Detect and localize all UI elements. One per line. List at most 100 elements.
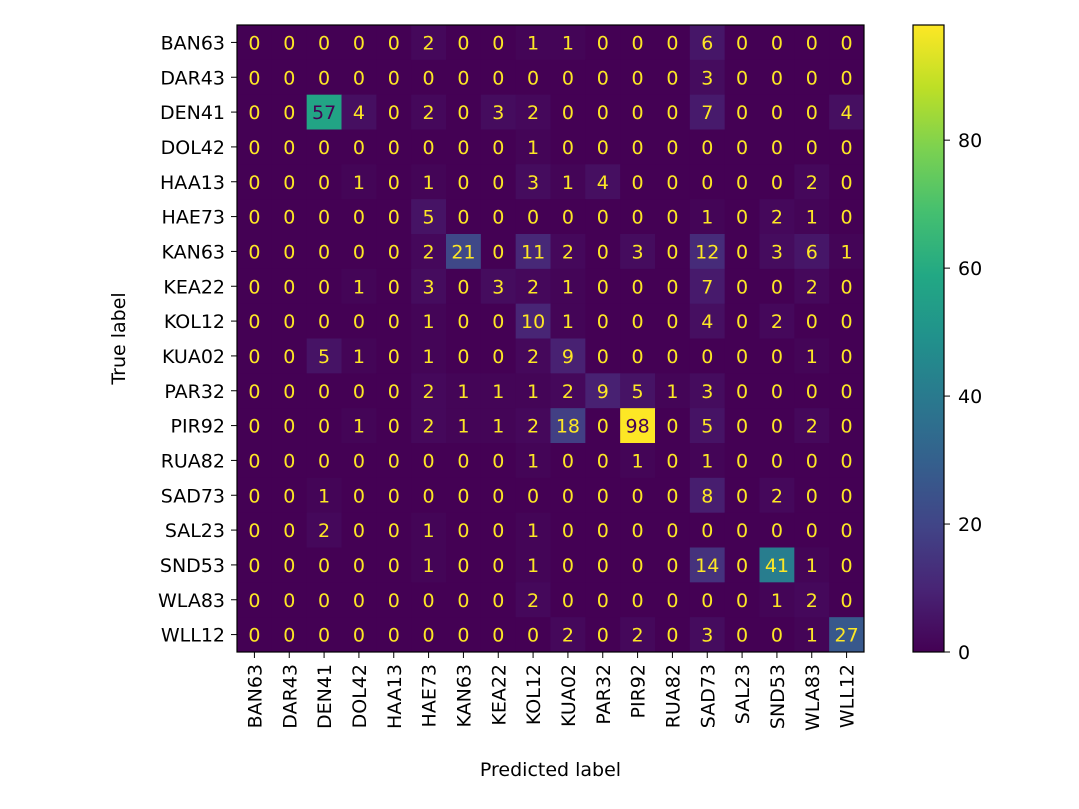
cell-value-label: 0: [492, 485, 504, 507]
cell-value-label: 0: [597, 346, 609, 368]
cell-value-label: 0: [562, 520, 574, 542]
heatmap-cell: [585, 617, 621, 653]
heatmap-cell: [237, 408, 273, 444]
heatmap-cell: [341, 373, 377, 409]
heatmap-cell: [759, 268, 795, 305]
cell-value-label: 0: [632, 102, 644, 124]
heatmap-cell: [655, 477, 691, 514]
heatmap-cell: [794, 443, 830, 479]
heatmap-cell: [411, 234, 447, 270]
heatmap-cell: [306, 338, 342, 374]
heatmap-cell: [794, 94, 830, 130]
heatmap-cell: [271, 94, 308, 130]
x-tick-label: PAR32: [593, 664, 615, 725]
cell-value-label: 98: [625, 416, 649, 438]
heatmap-cell: [515, 25, 551, 61]
heatmap-cell: [446, 617, 482, 653]
heatmap-cell: [271, 512, 308, 548]
heatmap-cell: [724, 59, 760, 96]
heatmap-cell: [585, 373, 621, 409]
cell-value-label: 0: [666, 102, 678, 124]
cell-value-label: 1: [701, 207, 713, 229]
cell-value-label: 10: [521, 311, 545, 333]
heatmap-cell: [271, 373, 308, 409]
cell-value-label: 8: [701, 485, 713, 507]
heatmap-cell: [759, 582, 795, 618]
cell-value-label: 0: [388, 450, 400, 472]
cell-value-label: 0: [492, 137, 504, 159]
cell-value-label: 0: [597, 625, 609, 647]
heatmap-cell: [689, 129, 726, 165]
heatmap-cell: [585, 164, 621, 200]
heatmap-cell: [480, 199, 517, 235]
cell-value-label: 0: [666, 276, 678, 298]
heatmap-cell: [655, 617, 691, 653]
x-tick-label: HAE73: [419, 664, 441, 727]
heatmap-cell: [689, 268, 726, 305]
cell-value-label: 0: [841, 311, 853, 333]
cell-value-label: 1: [527, 555, 539, 577]
cell-value-label: 0: [423, 137, 435, 159]
cell-value-label: 2: [562, 381, 574, 403]
cell-value-label: 0: [248, 346, 260, 368]
heatmap-cell: [306, 25, 342, 61]
cell-value-label: 1: [423, 311, 435, 333]
colorbar-tick-label: 80: [958, 130, 982, 152]
cell-value-label: 0: [388, 102, 400, 124]
heatmap-cell: [376, 582, 412, 618]
heatmap-cell: [271, 477, 308, 514]
heatmap-cell: [237, 582, 273, 618]
cell-value-label: 0: [492, 555, 504, 577]
cell-value-label: 0: [248, 416, 260, 438]
heatmap-cell: [829, 268, 865, 305]
heatmap-cell: [480, 443, 517, 479]
cell-value-label: 57: [312, 102, 336, 124]
cell-value-label: 0: [318, 207, 330, 229]
heatmap-cell: [759, 199, 795, 235]
heatmap-cell: [829, 408, 865, 444]
cell-value-label: 0: [388, 32, 400, 54]
heatmap-cell: [446, 582, 482, 618]
heatmap-cell: [515, 94, 551, 130]
heatmap-cell: [271, 164, 308, 200]
heatmap-cell: [550, 373, 586, 409]
heatmap-cell: [724, 617, 760, 653]
cell-value-label: 0: [283, 102, 295, 124]
cell-value-label: 0: [492, 207, 504, 229]
heatmap-cell: [480, 338, 517, 374]
heatmap-cell: [237, 59, 273, 96]
cell-value-label: 0: [562, 450, 574, 472]
cell-value-label: 0: [806, 137, 818, 159]
y-tick-label: DAR43: [160, 67, 225, 89]
cell-value-label: 1: [492, 416, 504, 438]
cell-value-label: 0: [771, 346, 783, 368]
heatmap-cell: [341, 617, 377, 653]
cell-value-label: 2: [527, 276, 539, 298]
cell-value-label: 0: [666, 485, 678, 507]
heatmap-cell: [376, 94, 412, 130]
cell-value-label: 0: [632, 311, 644, 333]
cell-value-label: 2: [806, 416, 818, 438]
heatmap-cell: [829, 303, 865, 339]
heatmap-cell: [585, 547, 621, 583]
cell-value-label: 0: [771, 520, 783, 542]
cell-value-label: 0: [736, 32, 748, 54]
cell-value-label: 0: [597, 450, 609, 472]
cell-value-label: 0: [318, 276, 330, 298]
heatmap-cell: [446, 234, 482, 270]
heatmap-cell: [655, 373, 691, 409]
heatmap-cell: [376, 617, 412, 653]
cell-value-label: 0: [388, 416, 400, 438]
heatmap-cell: [829, 338, 865, 374]
heatmap-cell: [237, 477, 273, 514]
cell-value-label: 0: [736, 555, 748, 577]
heatmap-cell: [585, 129, 621, 165]
cell-value-label: 0: [248, 137, 260, 159]
cell-value-label: 0: [248, 520, 260, 542]
heatmap-cell: [585, 338, 621, 374]
cell-value-label: 0: [597, 416, 609, 438]
cell-value-label: 6: [806, 241, 818, 263]
heatmap-cell: [341, 408, 377, 444]
heatmap-cell: [411, 582, 447, 618]
cell-value-label: 0: [457, 311, 469, 333]
